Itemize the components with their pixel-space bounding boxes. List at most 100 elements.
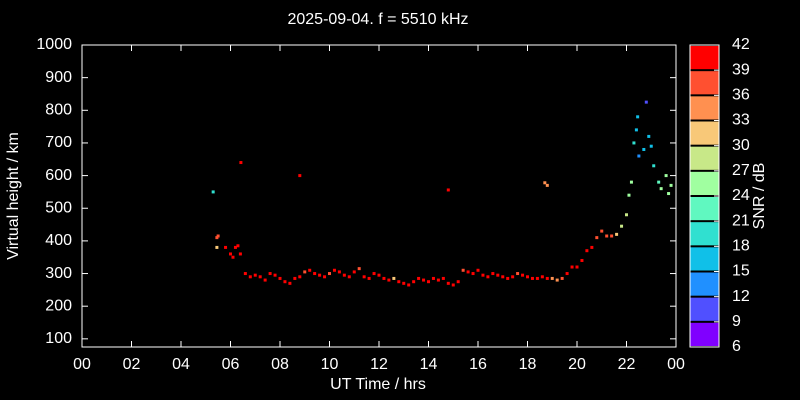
colorbar-label: SNR / dB (751, 163, 768, 230)
point (555, 278, 559, 282)
point (476, 268, 480, 272)
point (402, 281, 406, 285)
point (516, 272, 520, 276)
x-tick-label: 10 (321, 356, 339, 373)
point (565, 272, 569, 276)
point (231, 255, 235, 259)
x-tick-label: 22 (618, 356, 636, 373)
point (580, 258, 584, 262)
point (649, 144, 653, 148)
colorbar-band (690, 121, 719, 145)
point (491, 272, 495, 276)
point (659, 187, 663, 191)
point (585, 249, 589, 253)
point (367, 276, 371, 280)
point (629, 180, 633, 184)
point (669, 183, 673, 187)
colorbar-band (690, 71, 719, 95)
point (236, 244, 240, 248)
point (481, 273, 485, 277)
colorbar-band (690, 222, 719, 246)
point (313, 272, 317, 276)
point (521, 273, 525, 277)
x-tick-label: 08 (271, 356, 289, 373)
point (625, 213, 628, 217)
colorbar-tick-label: 18 (732, 238, 750, 255)
point (615, 232, 619, 236)
point (293, 276, 297, 280)
colorbar-tick-label: 21 (732, 212, 750, 229)
point (647, 134, 651, 138)
colorbar-tick-label: 9 (732, 313, 741, 330)
point (278, 276, 282, 280)
colorbar-band (690, 297, 719, 321)
y-tick-label: 800 (45, 102, 72, 119)
point (632, 141, 636, 145)
colorbar-tick-label: 12 (732, 288, 750, 305)
point (550, 276, 554, 280)
point (273, 273, 277, 277)
point (620, 224, 624, 228)
x-tick-label: 20 (568, 356, 586, 373)
point (216, 234, 220, 238)
colorbar-tick-label: 15 (732, 263, 750, 280)
point (511, 275, 515, 279)
point (540, 275, 544, 279)
point (427, 280, 430, 284)
colorbar-tick-label: 42 (732, 36, 750, 53)
point (441, 276, 445, 280)
y-tick-label: 100 (45, 330, 72, 347)
point (243, 272, 247, 276)
colorbar-tick-label: 36 (732, 87, 750, 104)
point (412, 280, 416, 284)
point (387, 278, 391, 282)
point (545, 183, 549, 187)
colorbar-band (690, 197, 719, 221)
y-tick-label: 200 (45, 297, 72, 314)
colorbar-band (690, 272, 719, 296)
y-tick-label: 300 (45, 265, 72, 282)
colorbar-tick-label: 24 (732, 187, 750, 204)
point (471, 272, 475, 276)
y-axis-label: Virtual height / km (5, 132, 22, 260)
colorbar-tick-label: 39 (732, 61, 750, 78)
x-axis-label: UT Time / hrs (330, 376, 426, 393)
point (466, 270, 470, 274)
point (446, 188, 450, 192)
point (486, 275, 490, 279)
point (446, 281, 450, 285)
point (627, 193, 631, 197)
x-tick-label: 16 (469, 356, 487, 373)
point (506, 276, 510, 280)
point (233, 245, 237, 249)
point (352, 270, 356, 274)
x-tick-label: 02 (123, 356, 141, 373)
colorbar-band (690, 96, 719, 120)
point (496, 273, 500, 277)
point (436, 278, 440, 282)
x-tick-label: 14 (420, 356, 438, 373)
point (501, 275, 505, 279)
point (298, 174, 302, 178)
point (308, 268, 312, 272)
colorbar-tick-label: 6 (732, 338, 741, 355)
x-tick-label: 00 (667, 356, 685, 373)
x-tick-label: 04 (172, 356, 190, 373)
point (239, 161, 243, 165)
point (283, 280, 287, 284)
point (337, 270, 341, 274)
point (667, 192, 671, 196)
point (664, 174, 668, 178)
point (397, 280, 401, 284)
point (268, 272, 272, 276)
colorbar-tick-label: 33 (732, 112, 750, 129)
point (451, 283, 455, 287)
point (575, 265, 579, 269)
point (657, 180, 661, 184)
point (263, 278, 267, 282)
y-tick-label: 500 (45, 199, 72, 216)
colorbar-band (690, 146, 719, 170)
point (570, 265, 574, 269)
point (605, 234, 609, 238)
point (318, 273, 322, 277)
